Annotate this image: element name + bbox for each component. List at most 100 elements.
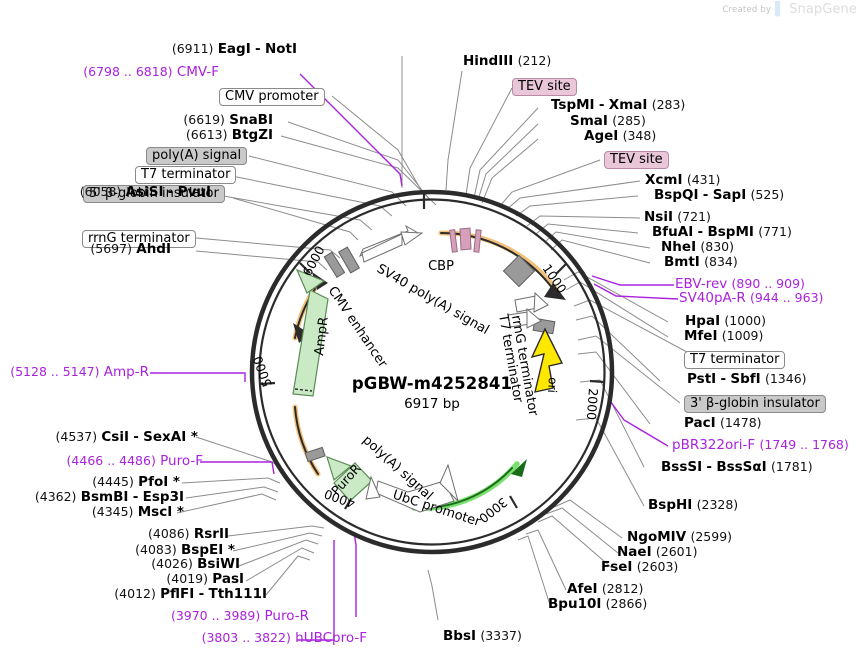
site-dash: - (706, 459, 713, 475)
site-enzyme: SmaI (570, 113, 608, 129)
site-label-fsei: FseI (2603) (601, 559, 679, 575)
feature-box-rrng-terminator-left: rrnG terminator (82, 230, 196, 248)
primer-label-hubcpro-f: (3803 .. 3822) hUBCpro-F (201, 630, 367, 646)
site-label-bbsi: BbsI (3337) (443, 628, 522, 644)
feature-box-polya-signal-left: poly(A) signal (146, 147, 248, 165)
site-position: (6619) (183, 112, 225, 127)
site-enzyme-2: BspMI (707, 224, 754, 240)
primer-name: pBR322ori-F (672, 437, 756, 453)
site-label-csii-sexai: (4537) CsiI - SexAI * (55, 429, 199, 445)
primer-label-amp-r: (5128 .. 5147) Amp-R (10, 365, 149, 380)
site-position: (4019) (166, 571, 208, 586)
site-position: (721) (677, 209, 711, 224)
site-label-agei: AgeI (348) (584, 128, 657, 144)
primer-label-puro-r: (3970 .. 3989) Puro-R (170, 608, 309, 624)
site-dash: - (167, 184, 174, 200)
site-enzyme: BsmBI (80, 489, 129, 505)
leader-lines-top-left (195, 56, 437, 271)
plasmid-title: pGBW-m4252841 6917 bp (332, 374, 532, 412)
ruler-2000: 2000 (584, 388, 601, 421)
site-label-xcmi: XcmI (431) (645, 173, 720, 188)
site-position: (285) (612, 113, 646, 128)
site-position: (4537) (55, 429, 98, 444)
site-label-bspei: (4083) BspEI * (135, 542, 235, 558)
primer-range: (4466 .. 4486) (66, 453, 156, 468)
site-enzyme-2: NotI (264, 41, 297, 57)
site-label-bfuai-bspmi: BfuAI - BspMI (771) (652, 224, 792, 240)
site-position: (212) (517, 53, 552, 68)
site-position: (1478) (719, 415, 762, 430)
site-position: (348) (622, 128, 657, 143)
primer-name: Puro-F (160, 453, 203, 469)
site-label-ahdi: (5697) AhdI (90, 242, 171, 257)
watermark-created-by: Created by (722, 4, 772, 15)
site-enzyme: HindIII (463, 53, 514, 69)
site-enzyme: PasI (212, 571, 244, 587)
site-label-pfoi: (4445) PfoI * (92, 474, 180, 490)
site-enzyme: AgeI (584, 128, 619, 144)
site-position: (2601) (655, 544, 698, 559)
primer-name: Puro-R (264, 608, 309, 624)
site-position: (3337) (480, 628, 522, 643)
site-dash: - (702, 187, 709, 203)
site-enzyme: SnaBI (229, 112, 273, 128)
leader-lines-left (176, 436, 439, 621)
primer-name: CMV-F (176, 64, 219, 80)
site-position: (4345) (91, 504, 134, 519)
feature-box-3prime-beta-globin-insulator: 3' β-globin insulator (684, 395, 826, 413)
site-position: (2603) (636, 559, 679, 574)
site-enzyme: RsrII (193, 526, 229, 542)
site-label-bspqi-sapi: BspQI - SapI (525) (654, 187, 785, 203)
site-position: (1000) (724, 313, 766, 328)
feature-box-5prime-beta-globin-insulator: 5' β-globin insulator (83, 185, 225, 203)
primer-range: (1749 .. 1768) (759, 437, 849, 452)
site-label-msci: (4345) MscI * (91, 504, 184, 520)
primer-range: (3970 .. 3989) (170, 608, 261, 623)
site-enzyme-2: SexAI * (143, 429, 198, 445)
primer-name: hUBCpro-F (295, 630, 367, 646)
site-dash: - (132, 489, 139, 505)
site-enzyme: AfeI (567, 581, 598, 597)
site-label-bsiwi: (4026) BsiWI (151, 556, 240, 572)
site-position: (1781) (771, 459, 813, 474)
site-enzyme: PacI (684, 415, 716, 431)
site-enzyme-2: Esp3I (142, 489, 184, 505)
site-label-bmti: BmtI (834) (664, 255, 738, 270)
site-position: (525) (750, 187, 785, 202)
primer-label-ebv-rev: EBV-rev (890 .. 909) (675, 276, 805, 292)
site-enzyme: NsiI (644, 209, 673, 225)
site-enzyme-2: BssSαI (716, 459, 767, 475)
site-label-ngomiv: NgoMIV (2599) (627, 529, 733, 545)
feature-label-cmv-enhancer: CMV enhancer (325, 284, 391, 371)
site-position: (4362) (34, 489, 77, 504)
site-enzyme-2: SapI (712, 187, 747, 203)
site-position: (2599) (690, 529, 733, 544)
ruler-3000: 3000 (476, 495, 510, 526)
site-enzyme: NheI (661, 239, 697, 255)
site-position: (1009) (721, 328, 764, 343)
site-label-eagi-noti: (6911) EagI - NotI (172, 41, 297, 57)
site-label-nhei: NheI (830) (661, 239, 734, 255)
primer-leader-lines (150, 73, 679, 641)
site-position: (4026) (151, 556, 193, 571)
feature-box-t7-terminator-left: T7 terminator (135, 166, 237, 184)
site-enzyme: Bpu10I (548, 596, 602, 612)
site-enzyme: NaeI (617, 544, 652, 560)
snapgene-watermark: Created by ▌ SnapGene (722, 2, 857, 17)
primer-range: (3803 .. 3822) (201, 630, 291, 645)
site-position: (4083) (135, 542, 177, 557)
site-label-bsphi: BspHI (2328) (648, 498, 738, 513)
site-position: (283) (651, 97, 686, 112)
primer-range: (6798 .. 6818) (83, 64, 173, 79)
site-label-smai: SmaI (285) (570, 113, 646, 129)
site-label-pflfi-tth111i: (4012) PflFI - Tth111I (114, 587, 267, 602)
feature-box-t7-terminator-right: T7 terminator (684, 351, 786, 369)
plasmid-name: pGBW-m4252841 (351, 374, 513, 393)
site-enzyme: PfoI * (138, 474, 180, 490)
primer-range: (890 .. 909) (731, 276, 805, 291)
site-label-hpai: HpaI (1000) (685, 313, 766, 329)
site-label-mfei: MfeI (1009) (684, 328, 764, 344)
primer-label-pbr322ori-f: pBR322ori-F (1749 .. 1768) (672, 437, 849, 453)
site-label-rsrii: (4086) RsrII (148, 526, 229, 542)
